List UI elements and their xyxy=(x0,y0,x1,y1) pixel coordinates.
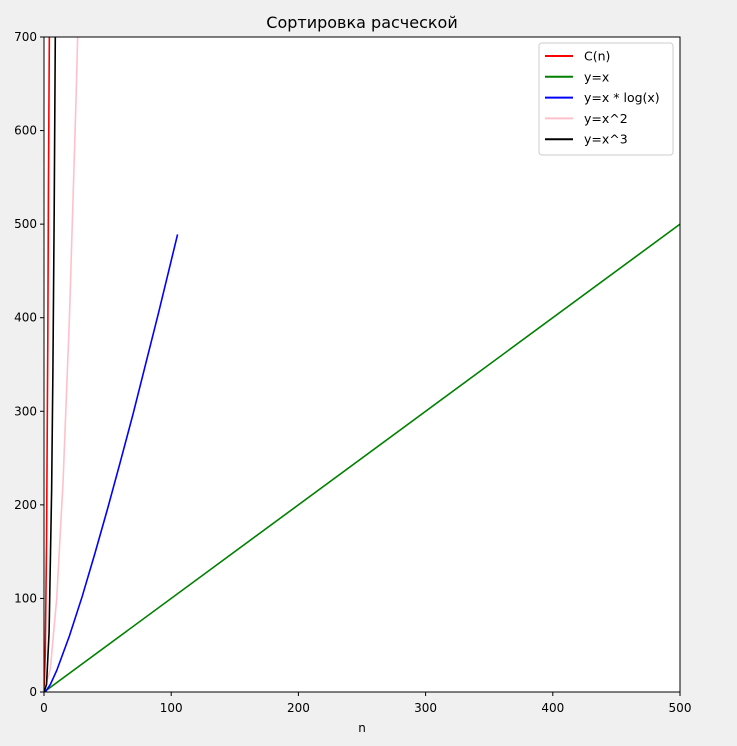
legend-item-label: y=x xyxy=(584,69,609,84)
y-axis: 0 100 200 300 400 500 600 700 xyxy=(14,30,44,699)
x-tick-label: 100 xyxy=(160,701,183,715)
y-tick-label: 200 xyxy=(14,498,37,512)
series-line-5 xyxy=(44,37,57,692)
series-line-1 xyxy=(44,37,51,692)
y-tick-label: 300 xyxy=(14,404,37,418)
series-line-2 xyxy=(44,223,680,692)
x-tick-label: 300 xyxy=(414,701,437,715)
y-tick-label: 100 xyxy=(14,591,37,605)
legend-item-label: y=x^3 xyxy=(584,132,628,147)
series-line-4 xyxy=(44,37,79,692)
legend: C(n) y=x y=x * log(x) y=x^2 y=x^3 xyxy=(538,42,674,156)
x-tick-label: 400 xyxy=(541,701,564,715)
y-tick-label: 0 xyxy=(29,685,37,699)
y-tick-label: 500 xyxy=(14,217,37,231)
y-tick-label: 700 xyxy=(14,30,37,44)
legend-item-label: y=x * log(x) xyxy=(584,90,660,105)
chart-title: Сортировка расческой xyxy=(266,13,457,32)
legend-box xyxy=(538,42,674,156)
x-tick-label: 200 xyxy=(287,701,310,715)
x-tick-label: 500 xyxy=(669,701,692,715)
series-line-3 xyxy=(44,234,179,692)
legend-item-label: y=x^2 xyxy=(584,111,628,126)
x-axis-label: n xyxy=(358,721,366,735)
x-axis: 0 100 200 300 400 500 xyxy=(40,692,691,715)
legend-item-label: C(n) xyxy=(584,49,610,64)
x-tick-label: 0 xyxy=(40,701,48,715)
y-tick-label: 600 xyxy=(14,124,37,138)
series-layer xyxy=(44,37,680,692)
plot-frame xyxy=(43,36,681,693)
y-tick-label: 400 xyxy=(14,311,37,325)
